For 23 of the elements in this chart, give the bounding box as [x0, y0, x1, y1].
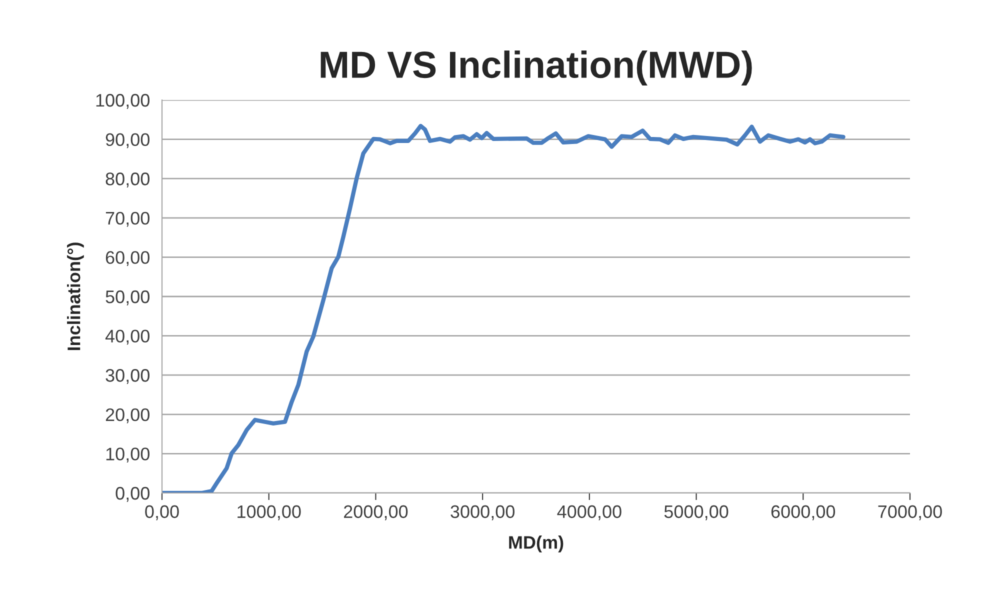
y-tick-label: 0,00	[116, 486, 150, 502]
y-tick-label: 80,00	[106, 172, 150, 188]
y-axis-title: Inclination(°)	[67, 242, 84, 350]
x-tick-label: 7000,00	[878, 505, 942, 520]
x-tick-label: 2000,00	[344, 505, 408, 520]
line-series	[162, 124, 846, 493]
x-axis-title: MD(m)	[509, 536, 564, 552]
y-tick-label: 30,00	[106, 369, 150, 384]
y-tick-label: 50,00	[106, 290, 150, 306]
x-tick-label: 4000,00	[557, 505, 622, 520]
y-tick-label: 10,00	[106, 448, 150, 463]
y-tick-label: 40,00	[105, 330, 150, 345]
x-tick-label: 0,00	[145, 505, 179, 520]
y-tick-label: 20,00	[106, 408, 150, 424]
y-tick-label: 100,00	[96, 94, 150, 109]
y-tick-label: 90,00	[106, 133, 150, 148]
y-tick-label: 60,00	[106, 251, 150, 266]
x-tick-label: 3000,00	[450, 505, 514, 520]
x-tick-label: 6000,00	[771, 505, 836, 520]
chart-title: MD VS Inclination(MWD)	[320, 50, 752, 86]
x-tick-label: 1000,00	[238, 505, 301, 520]
x-tick-label: 5000,00	[664, 505, 728, 520]
y-tick-label: 70,00	[106, 212, 150, 227]
